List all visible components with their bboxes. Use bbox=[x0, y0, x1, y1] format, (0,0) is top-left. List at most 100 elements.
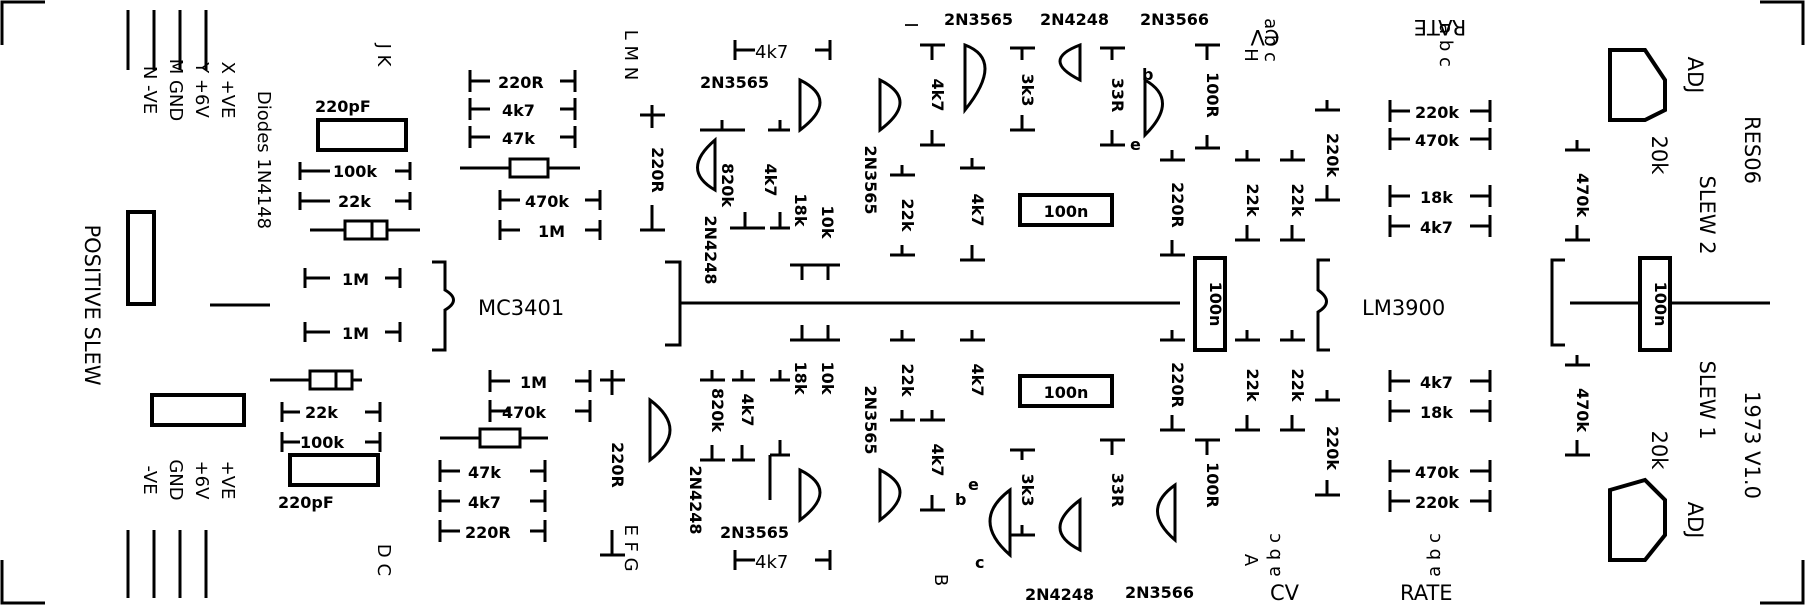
connector-block-upper bbox=[126, 210, 156, 306]
power-label-bot-neg: -VE bbox=[139, 465, 160, 494]
res-18k-bot: 18k bbox=[791, 362, 810, 395]
letters-efg: E F G bbox=[620, 524, 641, 571]
res-4k7-b-col: 4k7 bbox=[928, 444, 947, 477]
cap-220pf-top bbox=[316, 118, 408, 152]
diodes-label: Diodes 1N4148 bbox=[253, 91, 274, 229]
power-label-y: Y +6V bbox=[191, 61, 212, 118]
res-220r-b: 220R bbox=[465, 523, 511, 542]
ic-lm3900-outline bbox=[1316, 258, 1330, 352]
res-4k7-col-bot: 4k7 bbox=[738, 394, 757, 427]
res-10k-top: 10k bbox=[818, 206, 837, 239]
res-220k-col-bot: 220k bbox=[1323, 426, 1342, 470]
transistor-2n4248-a bbox=[696, 136, 717, 193]
letter-b: B bbox=[930, 574, 951, 586]
pot-20k-top: 20k bbox=[1647, 136, 1671, 176]
pin-b-bot: b bbox=[955, 490, 966, 509]
res-4k7-mid-top: 4k7 bbox=[968, 194, 987, 227]
cap-220pf-top-label: 220pF bbox=[315, 97, 371, 116]
transistor-2n4248-a-label: 2N4248 bbox=[701, 215, 720, 284]
res-47k-a: 47k bbox=[502, 129, 535, 148]
cap-100n-top-label: 100n bbox=[1044, 202, 1089, 221]
transistor-top-label-3: 2N3566 bbox=[1140, 10, 1209, 29]
slew1-label: SLEW 1 bbox=[1695, 360, 1719, 439]
res-1m-b: 1M bbox=[342, 324, 369, 343]
power-label-bot-gnd: GND bbox=[165, 459, 186, 500]
power-rails-bottom bbox=[126, 530, 208, 598]
cv-top-label: CV bbox=[1250, 25, 1280, 49]
res-22k-top: 22k bbox=[338, 192, 371, 211]
pot-adj-top bbox=[1608, 48, 1667, 122]
transistor-2n3565-d-label: 2N3565 bbox=[861, 385, 880, 454]
transistor-bot-left bbox=[988, 486, 1012, 559]
res-22k-r2: 22k bbox=[1288, 184, 1307, 217]
transistor-2n3565-c-label: 2N3565 bbox=[861, 145, 880, 214]
letters-dc: D C bbox=[373, 544, 394, 576]
connector-block-lower bbox=[150, 393, 246, 427]
res-220r-d: 220R bbox=[608, 442, 627, 488]
abc-bot-cv: a b c bbox=[1264, 533, 1285, 577]
res-22k-col-bot: 22k bbox=[898, 364, 917, 397]
res-18k-r-a: 18k bbox=[1420, 188, 1453, 207]
res-33r-top: 33R bbox=[1108, 78, 1127, 113]
res-1m-a: 1M bbox=[342, 270, 369, 289]
letter-h: H bbox=[1240, 48, 1261, 62]
res-22k-r4: 22k bbox=[1288, 369, 1307, 402]
letter-a: A bbox=[1240, 554, 1261, 567]
res-33r-bot: 33R bbox=[1108, 473, 1127, 508]
rate-bot-label: RATE bbox=[1400, 581, 1453, 605]
ic-mc3401-label: MC3401 bbox=[478, 296, 564, 320]
res-220k-r-a: 220k bbox=[1415, 103, 1459, 122]
res-4k7-r-a: 4k7 bbox=[1420, 218, 1453, 237]
res-220r-c: 220R bbox=[648, 147, 667, 193]
res-1m-c: 1M bbox=[538, 222, 565, 241]
res-100k-top: 100k bbox=[333, 162, 377, 181]
res-100r-top: 100R bbox=[1203, 72, 1222, 118]
transistor-bot-label-2: 2N3566 bbox=[1125, 583, 1194, 602]
res-18k-r-b: 18k bbox=[1420, 403, 1453, 422]
res-220k-r-b: 220k bbox=[1415, 493, 1459, 512]
res-820k-top: 820k bbox=[718, 163, 737, 207]
transistor-2n3565-top bbox=[963, 42, 987, 115]
reso6-label: RES06 bbox=[1740, 116, 1764, 184]
power-label-x: X +VE bbox=[217, 62, 238, 119]
pin-c-bot: c bbox=[975, 553, 984, 572]
transistor-bot-label-1: 2N4248 bbox=[1025, 585, 1094, 604]
letters-lmn: L M N bbox=[620, 30, 641, 80]
power-rails-top bbox=[126, 10, 208, 70]
cap-100n-bot-label: 100n bbox=[1044, 383, 1089, 402]
adj-top-label: ADJ bbox=[1683, 57, 1707, 94]
pot-adj-bot bbox=[1608, 477, 1667, 562]
ic-mc3401-outline bbox=[432, 260, 455, 352]
res-47k-b: 47k bbox=[468, 463, 501, 482]
pin-e-top: e bbox=[1130, 135, 1141, 154]
res-470k-a: 470k bbox=[525, 192, 569, 211]
transistor-2n3565-d bbox=[878, 467, 902, 524]
res-22k-bot: 22k bbox=[305, 403, 338, 422]
power-label-bot-ve: +VE bbox=[217, 461, 238, 500]
res-4k7-i: 4k7 bbox=[928, 79, 947, 112]
pin-b-top: b bbox=[1142, 65, 1153, 84]
res-820k-bot: 820k bbox=[708, 388, 727, 432]
transistor-bot-right bbox=[1156, 482, 1177, 544]
adj-bot-label: ADJ bbox=[1683, 502, 1707, 539]
transistor-top-label-2: 2N4248 bbox=[1040, 10, 1109, 29]
res-4k7-mid-bot: 4k7 bbox=[968, 364, 987, 397]
res-100k-bot: 100k bbox=[300, 433, 344, 452]
cv-bot-label: CV bbox=[1270, 581, 1300, 605]
letter-i: I bbox=[900, 22, 921, 27]
abc-top-cv: a b c bbox=[1260, 18, 1281, 62]
transistor-2n4248-top bbox=[1058, 42, 1082, 83]
transistor-2n3565-b-label: 2N3565 bbox=[720, 523, 789, 542]
cap-100n-top bbox=[1018, 193, 1114, 227]
transistor-2n3565-c bbox=[878, 77, 902, 134]
res-470k-b: 470k bbox=[502, 403, 546, 422]
rate-top-label: RATE bbox=[1414, 15, 1467, 39]
cap-100n-right-label: 100n bbox=[1651, 282, 1670, 327]
transistor-2n4248-b bbox=[648, 396, 672, 464]
transistor-2n3565-b bbox=[798, 467, 822, 524]
pot-20k-bot: 20k bbox=[1647, 431, 1671, 471]
power-label-bot-6v: +6V bbox=[191, 461, 212, 501]
abc-top-rate: a b c bbox=[1435, 23, 1456, 67]
abc-bot-rate: a b c bbox=[1424, 533, 1445, 577]
